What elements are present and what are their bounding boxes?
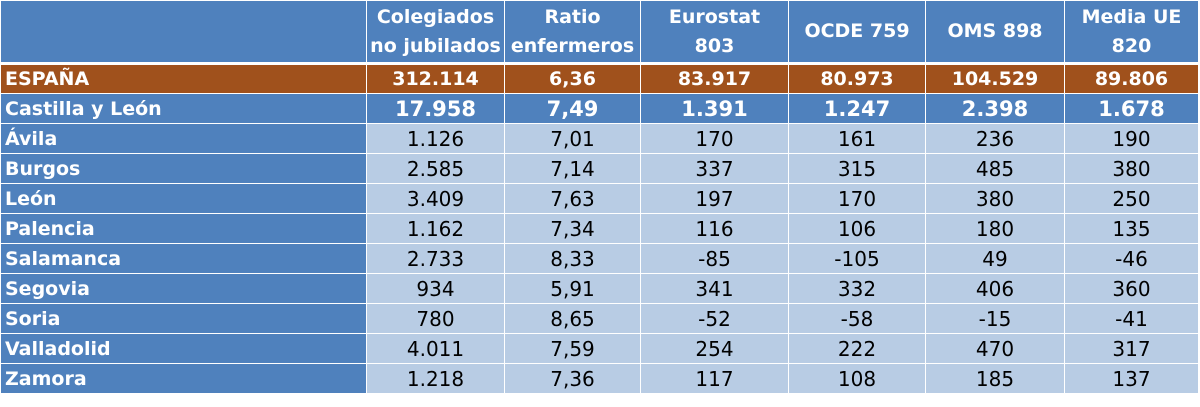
cell-eurostat: 254: [640, 333, 789, 364]
row-label: León: [0, 183, 367, 214]
row-label: Segovia: [0, 273, 367, 304]
cell-ratio: 8,33: [504, 243, 641, 274]
header-media-ue: Media UE 820: [1064, 0, 1199, 64]
cell-oms: 49: [925, 243, 1065, 274]
cell-eurostat: 170: [640, 123, 789, 154]
cell-oms: 185: [925, 363, 1065, 394]
cell-oms: 406: [925, 273, 1065, 304]
cell-ocde: 315: [788, 153, 926, 184]
nurses-ratio-table: Colegiados no jubilados Ratio enfermeros E…: [0, 0, 1199, 394]
cell-ocde: -58: [788, 303, 926, 334]
header-oms: OMS 898: [925, 0, 1065, 64]
cell-ratio: 7,36: [504, 363, 641, 394]
cell-colegiados: 934: [366, 273, 505, 304]
cell-media-ue: 89.806: [1064, 62, 1199, 94]
cell-ratio: 7,14: [504, 153, 641, 184]
cell-ocde: 161: [788, 123, 926, 154]
header-row: Colegiados no jubilados Ratio enfermeros E…: [0, 0, 1199, 64]
cell-eurostat: 197: [640, 183, 789, 214]
header-ocde: OCDE 759: [788, 0, 926, 64]
row-espana: ESPAÑA 312.114 6,36 83.917 80.973 104.52…: [0, 62, 1199, 94]
cell-ocde: 332: [788, 273, 926, 304]
row-label: Castilla y León: [0, 93, 367, 124]
cell-ocde: 106: [788, 213, 926, 244]
cell-ratio: 7,34: [504, 213, 641, 244]
cell-oms: 2.398: [925, 93, 1065, 124]
table-row: Burgos 2.585 7,14 337 315 485 380: [0, 153, 1199, 184]
table-row: Soria 780 8,65 -52 -58 -15 -41: [0, 303, 1199, 334]
row-label: Ávila: [0, 123, 367, 154]
cell-media-ue: 317: [1064, 333, 1199, 364]
cell-colegiados: 312.114: [366, 62, 505, 94]
row-label: Salamanca: [0, 243, 367, 274]
cell-oms: 380: [925, 183, 1065, 214]
cell-eurostat: -52: [640, 303, 789, 334]
cell-colegiados: 2.585: [366, 153, 505, 184]
table-row: Salamanca 2.733 8,33 -85 -105 49 -46: [0, 243, 1199, 274]
cell-colegiados: 17.958: [366, 93, 505, 124]
header-ratio: Ratio enfermeros: [504, 0, 641, 64]
cell-ocde: -105: [788, 243, 926, 274]
cell-ocde: 80.973: [788, 62, 926, 94]
cell-media-ue: 380: [1064, 153, 1199, 184]
cell-colegiados: 1.126: [366, 123, 505, 154]
cell-ocde: 108: [788, 363, 926, 394]
cell-colegiados: 4.011: [366, 333, 505, 364]
cell-ratio: 5,91: [504, 273, 641, 304]
cell-oms: 180: [925, 213, 1065, 244]
cell-eurostat: 1.391: [640, 93, 789, 124]
row-label: Soria: [0, 303, 367, 334]
cell-ocde: 1.247: [788, 93, 926, 124]
cell-media-ue: 1.678: [1064, 93, 1199, 124]
cell-media-ue: 250: [1064, 183, 1199, 214]
row-label: Burgos: [0, 153, 367, 184]
cell-ratio: 6,36: [504, 62, 641, 94]
cell-oms: 104.529: [925, 62, 1065, 94]
header-colegiados: Colegiados no jubilados: [366, 0, 505, 64]
header-eurostat: Eurostat 803: [640, 0, 789, 64]
cell-oms: 485: [925, 153, 1065, 184]
cell-media-ue: 360: [1064, 273, 1199, 304]
row-label: Palencia: [0, 213, 367, 244]
row-castilla-y-leon: Castilla y León 17.958 7,49 1.391 1.247 …: [0, 93, 1199, 124]
cell-eurostat: 117: [640, 363, 789, 394]
table-row: Ávila 1.126 7,01 170 161 236 190: [0, 123, 1199, 154]
header-corner: [0, 0, 367, 64]
cell-oms: 236: [925, 123, 1065, 154]
cell-colegiados: 2.733: [366, 243, 505, 274]
cell-ratio: 7,49: [504, 93, 641, 124]
cell-eurostat: -85: [640, 243, 789, 274]
cell-ocde: 222: [788, 333, 926, 364]
row-label: Valladolid: [0, 333, 367, 364]
cell-media-ue: -41: [1064, 303, 1199, 334]
cell-ratio: 7,01: [504, 123, 641, 154]
cell-colegiados: 1.162: [366, 213, 505, 244]
cell-ratio: 8,65: [504, 303, 641, 334]
cell-ocde: 170: [788, 183, 926, 214]
cell-oms: -15: [925, 303, 1065, 334]
table-row: Palencia 1.162 7,34 116 106 180 135: [0, 213, 1199, 244]
cell-eurostat: 116: [640, 213, 789, 244]
cell-colegiados: 1.218: [366, 363, 505, 394]
table-row: Segovia 934 5,91 341 332 406 360: [0, 273, 1199, 304]
cell-eurostat: 341: [640, 273, 789, 304]
cell-eurostat: 83.917: [640, 62, 789, 94]
cell-oms: 470: [925, 333, 1065, 364]
cell-media-ue: -46: [1064, 243, 1199, 274]
table-row: León 3.409 7,63 197 170 380 250: [0, 183, 1199, 214]
row-label: Zamora: [0, 363, 367, 394]
row-label: ESPAÑA: [0, 62, 367, 94]
table-row: Zamora 1.218 7,36 117 108 185 137: [0, 363, 1199, 394]
cell-ratio: 7,59: [504, 333, 641, 364]
table-row: Valladolid 4.011 7,59 254 222 470 317: [0, 333, 1199, 364]
cell-ratio: 7,63: [504, 183, 641, 214]
cell-colegiados: 780: [366, 303, 505, 334]
cell-eurostat: 337: [640, 153, 789, 184]
cell-colegiados: 3.409: [366, 183, 505, 214]
cell-media-ue: 137: [1064, 363, 1199, 394]
cell-media-ue: 135: [1064, 213, 1199, 244]
cell-media-ue: 190: [1064, 123, 1199, 154]
